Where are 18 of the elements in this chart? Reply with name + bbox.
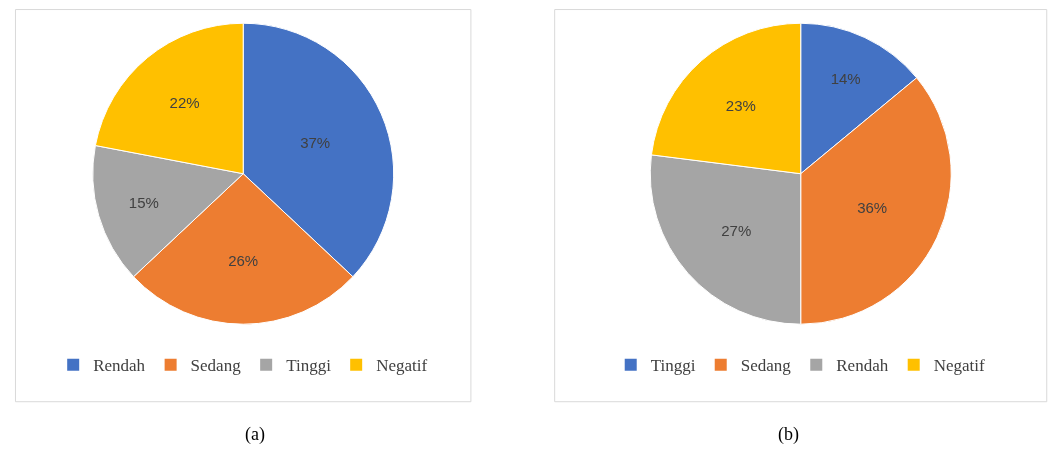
data-label: 36% [857, 198, 888, 216]
data-label: 27% [721, 222, 752, 240]
legend-label: Sedang [740, 356, 792, 376]
text: (b) [778, 424, 799, 445]
legend-label: Sedang [190, 356, 242, 376]
data-label: 26% [228, 252, 259, 270]
data-label: 23% [725, 97, 756, 115]
data-label: 14% [830, 69, 861, 87]
data-label: 22% [169, 94, 200, 112]
legend-label: Negatif [933, 356, 986, 376]
legend-label: Negatif [376, 356, 428, 376]
legend-label: Rendah [93, 356, 146, 376]
data-label: 15% [128, 194, 159, 212]
data-label: 37% [300, 134, 331, 152]
legend-label: Tinggi [650, 356, 696, 376]
text: (a) [245, 424, 265, 445]
legend-label: Tinggi [286, 356, 332, 376]
legend-label: Rendah [836, 356, 889, 376]
